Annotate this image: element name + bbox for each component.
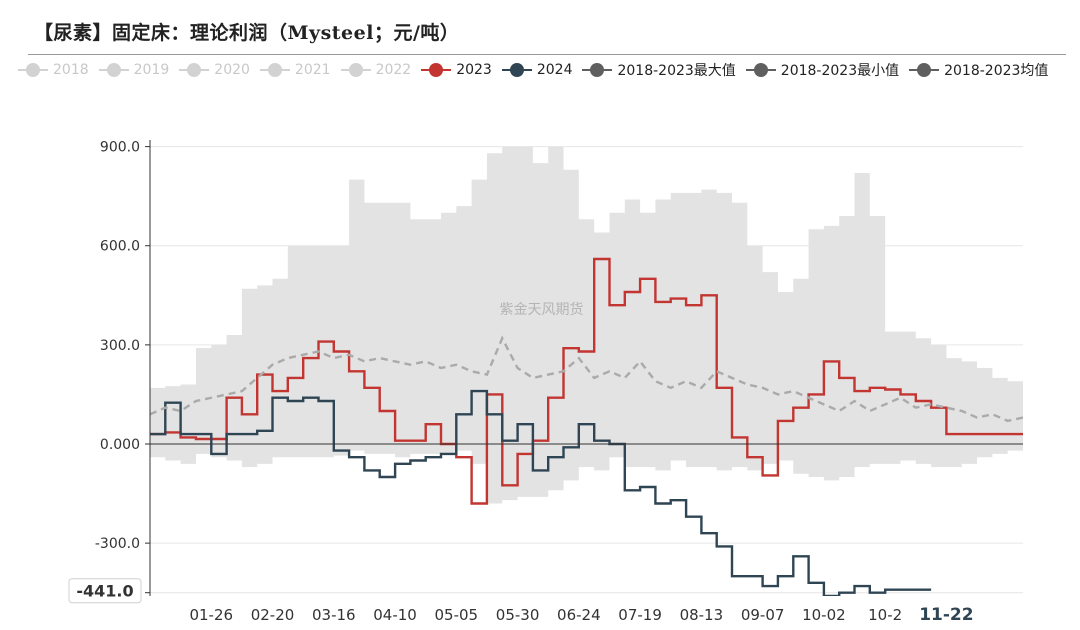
legend-item[interactable]: 2024 (501, 58, 573, 82)
x-tick-label: 01-26 (189, 606, 233, 624)
legend-marker-icon (179, 63, 210, 77)
legend-label: 2018 (53, 62, 89, 78)
x-tick-label: 03-16 (312, 606, 356, 624)
chart-title: 【尿素】固定床：理论利润（Mysteel；元/吨） (34, 22, 460, 44)
legend-label: 2018-2023均值 (944, 63, 1049, 79)
legend-item[interactable]: 2018-2023最大值 (582, 58, 736, 82)
x-tick-label: 05-30 (496, 606, 540, 624)
y-tick-label: -300.0 (95, 536, 140, 552)
band-max-min-area (150, 146, 1023, 504)
legend-marker-icon (18, 63, 48, 77)
legend-item[interactable]: 2018-2023均值 (909, 58, 1048, 82)
x-tick-label: 09-07 (741, 606, 785, 624)
x-tick-label: 10-02 (802, 606, 846, 624)
x-tick-label: 07-19 (618, 606, 662, 624)
plot-area: 紫金天风期货 (150, 146, 1023, 596)
x-tick-label: 04-10 (373, 606, 417, 624)
legend-label: 2019 (133, 62, 170, 78)
legend-item[interactable]: 2023 (421, 58, 492, 82)
legend-label: 2021 (294, 62, 331, 78)
y-tick-label: 300.0 (100, 338, 140, 354)
legend-item[interactable]: 2018 (18, 58, 89, 82)
legend-item[interactable]: 2022 (340, 58, 412, 82)
x-tick-label: 10-2 (868, 606, 902, 624)
legend-label: 2023 (456, 62, 492, 78)
title-divider (28, 54, 1066, 55)
legend-item[interactable]: 2020 (179, 58, 250, 82)
legend: 2018 2019 2020 2021 2022 2023 2024 2018-2023最大值… (18, 58, 1068, 88)
series-line-2023 (150, 257, 1023, 505)
y-tick-label: 0.000 (100, 437, 140, 453)
legend-item[interactable]: 2021 (259, 58, 331, 82)
series-line-2024 (150, 389, 932, 596)
series-line-2018-2023均值 (150, 335, 1023, 423)
y-tick-label: 900.0 (100, 140, 140, 156)
legend-marker-icon (582, 63, 613, 77)
legend-marker-icon (340, 63, 371, 77)
x-tick-label: 02-20 (251, 606, 295, 624)
axis-pointer-text: -441.0 (76, 582, 133, 601)
legend-marker-icon (421, 63, 452, 77)
legend-marker-icon (98, 63, 129, 77)
x-tick-label: 06-24 (557, 606, 601, 624)
axis-pointer-label: -441.0 (68, 578, 142, 604)
legend-label: 2020 (214, 62, 250, 78)
legend-label: 2024 (536, 62, 573, 78)
legend-marker-icon (745, 63, 776, 77)
x-tick-label: 05-05 (435, 606, 479, 624)
legend-item[interactable]: 2018-2023最小值 (745, 58, 900, 82)
legend-marker-icon (501, 63, 532, 77)
legend-marker-icon (909, 63, 940, 77)
legend-marker-icon (259, 63, 290, 77)
legend-item[interactable]: 2019 (98, 58, 170, 82)
legend-label: 2018-2023最大值 (617, 63, 736, 79)
legend-label: 2018-2023最小值 (780, 63, 900, 79)
watermark: 紫金天风期货 (500, 301, 584, 318)
x-tick-label: 11-22 (919, 605, 973, 625)
legend-label: 2022 (375, 62, 412, 78)
x-tick-label: 08-13 (680, 606, 724, 624)
y-tick-label: 600.0 (100, 239, 140, 255)
axis-pointer-box (68, 578, 142, 604)
